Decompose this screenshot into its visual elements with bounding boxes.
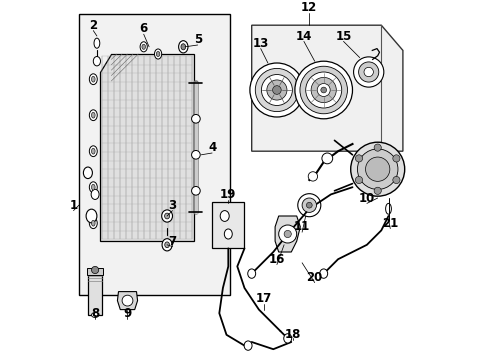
Circle shape — [310, 77, 336, 103]
Text: 6: 6 — [139, 22, 147, 35]
Ellipse shape — [178, 41, 187, 53]
Text: 12: 12 — [301, 1, 317, 14]
Bar — [88, 274, 102, 315]
Ellipse shape — [91, 184, 95, 190]
Polygon shape — [251, 25, 402, 151]
Polygon shape — [101, 54, 194, 241]
Ellipse shape — [83, 167, 92, 179]
Circle shape — [305, 72, 341, 108]
Circle shape — [284, 230, 291, 238]
Ellipse shape — [86, 209, 97, 223]
Bar — [87, 268, 103, 275]
Text: 19: 19 — [220, 188, 236, 201]
Ellipse shape — [224, 229, 232, 239]
Ellipse shape — [181, 44, 185, 50]
Text: 16: 16 — [268, 253, 285, 266]
Circle shape — [357, 149, 397, 189]
Ellipse shape — [319, 269, 327, 278]
Circle shape — [373, 187, 381, 194]
Circle shape — [122, 295, 133, 306]
Text: 8: 8 — [91, 307, 99, 320]
Circle shape — [358, 62, 378, 82]
Circle shape — [350, 142, 404, 196]
Circle shape — [266, 80, 286, 100]
Circle shape — [272, 86, 281, 94]
Ellipse shape — [247, 269, 255, 278]
Ellipse shape — [91, 312, 99, 318]
Text: 15: 15 — [335, 30, 351, 42]
Text: 11: 11 — [293, 220, 309, 233]
Text: 10: 10 — [358, 192, 374, 204]
Circle shape — [302, 198, 316, 212]
Circle shape — [261, 75, 292, 105]
Ellipse shape — [91, 148, 95, 154]
Circle shape — [321, 153, 332, 164]
Circle shape — [255, 68, 298, 112]
Ellipse shape — [164, 242, 169, 248]
Circle shape — [355, 155, 362, 162]
Ellipse shape — [164, 213, 169, 219]
Polygon shape — [117, 292, 137, 310]
Circle shape — [306, 202, 311, 208]
Ellipse shape — [91, 189, 99, 199]
Circle shape — [191, 114, 200, 123]
Text: 7: 7 — [168, 235, 176, 248]
Ellipse shape — [91, 76, 95, 82]
Text: 14: 14 — [295, 30, 311, 42]
Polygon shape — [275, 216, 300, 252]
Ellipse shape — [162, 210, 172, 222]
Ellipse shape — [283, 334, 291, 343]
Circle shape — [91, 266, 99, 274]
Ellipse shape — [244, 341, 251, 350]
Ellipse shape — [89, 182, 97, 193]
Ellipse shape — [220, 211, 229, 221]
Ellipse shape — [140, 42, 147, 52]
Bar — [79, 14, 230, 295]
Circle shape — [278, 225, 296, 243]
Ellipse shape — [89, 110, 97, 121]
Text: 1: 1 — [69, 199, 78, 212]
Circle shape — [353, 57, 383, 87]
Text: 13: 13 — [252, 37, 268, 50]
Circle shape — [392, 176, 399, 184]
Ellipse shape — [156, 51, 160, 57]
Circle shape — [191, 186, 200, 195]
Circle shape — [317, 84, 329, 96]
Ellipse shape — [162, 239, 172, 251]
Circle shape — [363, 67, 373, 77]
Text: 3: 3 — [168, 199, 176, 212]
Circle shape — [191, 150, 200, 159]
Ellipse shape — [91, 112, 95, 118]
Ellipse shape — [91, 220, 95, 226]
Circle shape — [307, 172, 317, 181]
Circle shape — [365, 157, 389, 181]
Ellipse shape — [385, 203, 390, 214]
Bar — [212, 202, 244, 248]
Ellipse shape — [93, 57, 101, 66]
Text: 2: 2 — [89, 19, 97, 32]
Circle shape — [320, 87, 326, 93]
Text: 18: 18 — [285, 328, 301, 341]
Ellipse shape — [89, 146, 97, 157]
Ellipse shape — [94, 38, 100, 48]
Text: 20: 20 — [306, 271, 322, 284]
Circle shape — [373, 144, 381, 151]
Circle shape — [249, 63, 303, 117]
Circle shape — [294, 61, 352, 119]
Circle shape — [355, 176, 362, 184]
Ellipse shape — [154, 49, 162, 59]
Text: 21: 21 — [382, 217, 398, 230]
Text: 17: 17 — [256, 292, 272, 305]
Text: 9: 9 — [123, 307, 131, 320]
Ellipse shape — [89, 74, 97, 85]
Text: 5: 5 — [193, 33, 202, 46]
Circle shape — [299, 66, 347, 114]
Ellipse shape — [89, 218, 97, 229]
Ellipse shape — [142, 44, 145, 49]
Circle shape — [297, 194, 320, 217]
Text: 4: 4 — [207, 141, 216, 154]
Circle shape — [392, 155, 399, 162]
